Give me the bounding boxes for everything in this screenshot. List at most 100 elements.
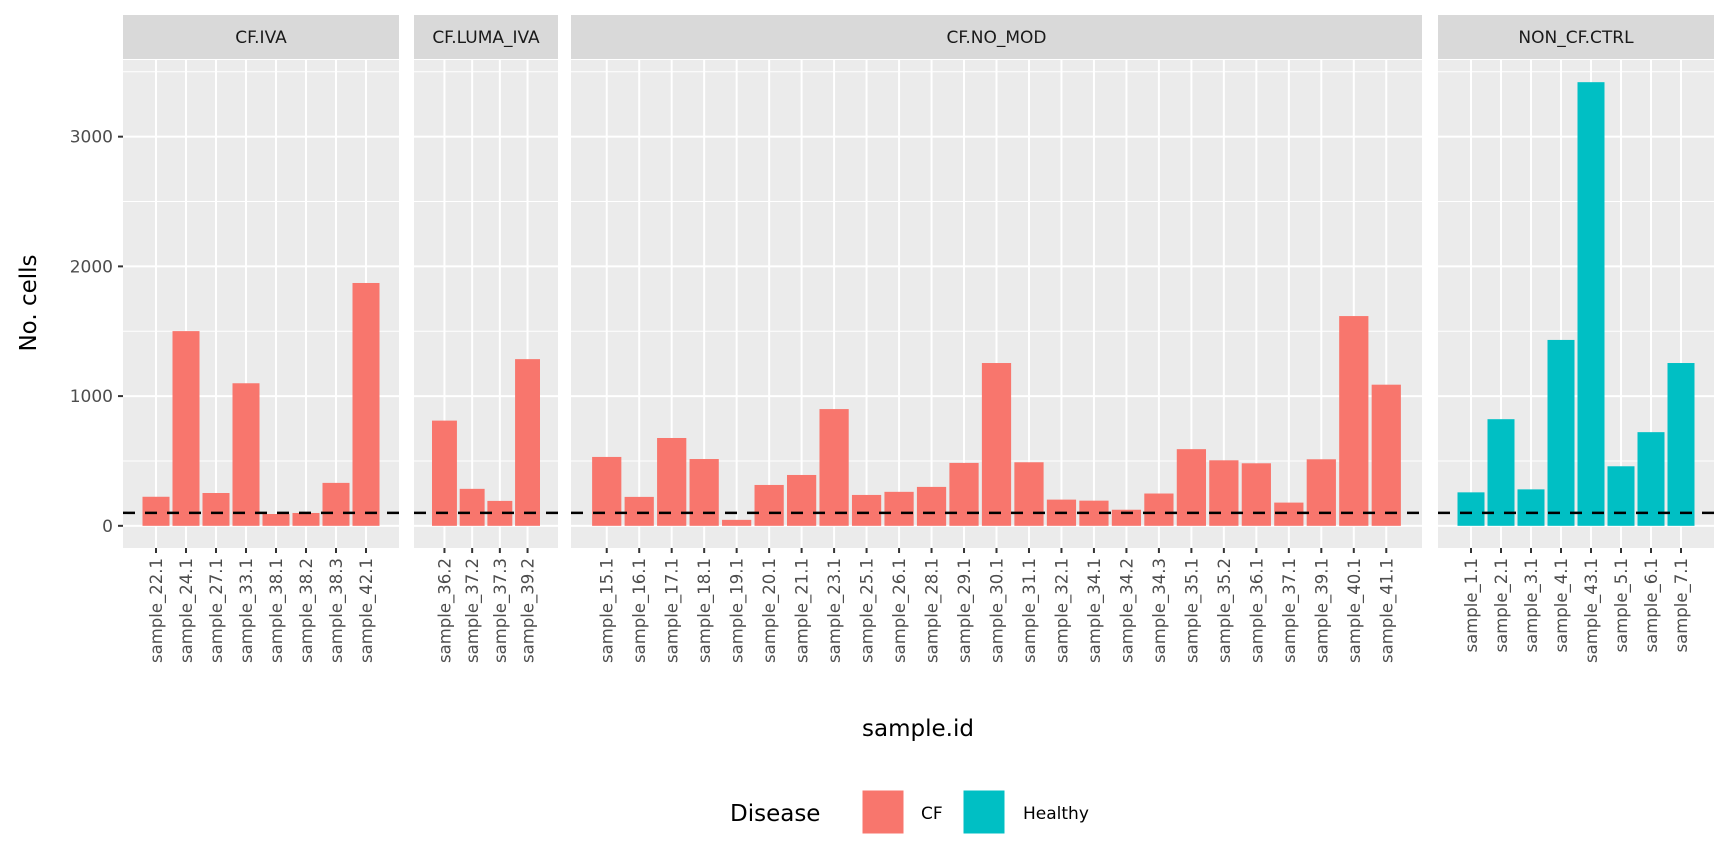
- bar-sample_39.2: [515, 359, 540, 526]
- bar-sample_34.3: [1144, 493, 1174, 526]
- bar-sample_42.1: [352, 282, 380, 526]
- x-tick-label: sample_19.1: [728, 558, 748, 663]
- x-tick-label: sample_34.1: [1085, 558, 1105, 663]
- x-tick-label: sample_31.1: [1020, 558, 1040, 663]
- x-tick-label: sample_17.1: [663, 558, 683, 663]
- panel-cf-no-mod: CF.NO_MOD sample_15.1 sample_16.1 sample_17…: [571, 15, 1422, 663]
- x-tick-label: sample_37.2: [463, 558, 483, 663]
- y-tick-label: 1000: [70, 387, 113, 407]
- x-tick-label: sample_25.1: [858, 558, 878, 663]
- bar-sample_31.1: [1014, 462, 1044, 526]
- bar-sample_38.2: [292, 512, 320, 526]
- x-tick-label: sample_39.1: [1312, 558, 1332, 663]
- x-tick-label: sample_6.1: [1642, 558, 1662, 652]
- x-tick-label: sample_36.2: [435, 558, 455, 663]
- y-axis-title: No. cells: [16, 254, 42, 351]
- bar-sample_6.1: [1637, 432, 1665, 526]
- facet-strip-label: CF.IVA: [235, 28, 287, 48]
- x-tick-label: sample_41.1: [1377, 558, 1397, 663]
- x-tick-label: sample_32.1: [1052, 558, 1072, 663]
- legend-label-cf: CF: [921, 804, 943, 824]
- x-tick-label: sample_35.1: [1182, 558, 1202, 663]
- bar-sample_21.1: [786, 474, 817, 526]
- panel-cf-luma-iva: CF.LUMA_IVA sample_36.2 sample_37.2 sample_…: [414, 15, 558, 663]
- x-tick-label: sample_36.1: [1247, 558, 1267, 663]
- x-tick-label: sample_21.1: [793, 558, 813, 663]
- bar-sample_20.1: [754, 484, 784, 526]
- panel-cf-iva: CF.IVA sample_22.1 sample_24.1 sample_27.1 s…: [123, 15, 399, 663]
- x-tick-label: sample_38.2: [297, 558, 317, 663]
- bar-sample_18.1: [689, 459, 719, 526]
- bar-sample_26.1: [884, 491, 914, 526]
- legend-title: Disease: [730, 801, 820, 827]
- facet-strip: [414, 15, 558, 59]
- panels: CF.IVA sample_22.1 sample_24.1 sample_27.1 s…: [123, 15, 1714, 663]
- x-tick-label: sample_15.1: [598, 558, 618, 663]
- bar-sample_37.1: [1274, 502, 1304, 526]
- x-tick-label: sample_7.1: [1672, 558, 1692, 652]
- x-tick-label: sample_43.1: [1582, 558, 1602, 663]
- x-tick-label: sample_3.1: [1522, 558, 1542, 652]
- x-tick-label: sample_34.3: [1150, 558, 1170, 663]
- bar-sample_38.1: [262, 514, 290, 526]
- y-tick-label: 3000: [70, 128, 113, 148]
- legend-key-healthy: [962, 789, 1006, 835]
- bar-sample_36.2: [432, 420, 457, 526]
- bar-sample_7.1: [1667, 363, 1695, 526]
- bar-sample_43.1: [1577, 82, 1605, 526]
- bar-sample_22.1: [142, 496, 170, 526]
- y-tick-label: 0: [102, 517, 113, 537]
- x-tick-label: sample_24.1: [177, 558, 197, 663]
- bar-sample_30.1: [981, 363, 1012, 526]
- bar-sample_25.1: [851, 494, 882, 526]
- x-tick-label: sample_23.1: [825, 558, 845, 663]
- bar-sample_35.1: [1176, 449, 1207, 526]
- bar-sample_23.1: [819, 409, 849, 526]
- x-tick-label: sample_20.1: [760, 558, 780, 663]
- bar-sample_29.1: [949, 462, 979, 526]
- bar-sample_39.1: [1306, 459, 1336, 526]
- x-tick-label: sample_2.1: [1492, 558, 1512, 652]
- bar-sample_33.1: [232, 383, 260, 526]
- bar-sample_28.1: [916, 486, 947, 526]
- x-tick-label: sample_37.1: [1280, 558, 1300, 663]
- bar-sample_17.1: [657, 437, 687, 526]
- bar-sample_27.1: [202, 492, 230, 526]
- bar-sample_34.2: [1111, 509, 1142, 526]
- x-tick-label: sample_34.2: [1117, 558, 1137, 663]
- x-tick-label: sample_30.1: [988, 558, 1008, 663]
- x-tick-label: sample_4.1: [1552, 558, 1572, 652]
- bar-sample_15.1: [592, 456, 622, 526]
- bar-sample_4.1: [1547, 339, 1575, 526]
- facet-strip: [123, 15, 399, 59]
- facet-strip-label: CF.NO_MOD: [946, 28, 1046, 48]
- x-tick-label: sample_38.3: [327, 558, 347, 663]
- bar-sample_36.1: [1241, 463, 1271, 526]
- x-tick-label: sample_42.1: [357, 558, 377, 663]
- bar-sample_5.1: [1607, 466, 1635, 526]
- legend: Disease CF Healthy: [730, 789, 1089, 835]
- legend-label-healthy: Healthy: [1023, 804, 1089, 824]
- x-axis-title: sample.id: [862, 716, 974, 742]
- facet-strip: [571, 15, 1422, 59]
- bar-sample_37.2: [459, 488, 485, 526]
- bar-sample_16.1: [624, 496, 654, 526]
- legend-key-cf: [861, 789, 905, 835]
- y-axis: 0 1000 2000 3000: [70, 128, 123, 537]
- x-tick-label: sample_29.1: [955, 558, 975, 663]
- x-tick-label: sample_22.1: [147, 558, 167, 663]
- facet-strip-label: NON_CF.CTRL: [1518, 28, 1634, 48]
- x-tick-label: sample_40.1: [1345, 558, 1365, 663]
- x-tick-label: sample_38.1: [267, 558, 287, 663]
- bar-sample_38.3: [322, 482, 350, 526]
- x-tick-label: sample_18.1: [695, 558, 715, 663]
- panel-non-cf-ctrl: NON_CF.CTRL sample_1.1 sample_2.1 sample_3.…: [1438, 15, 1714, 663]
- x-tick-label: sample_33.1: [237, 558, 257, 663]
- x-tick-label: sample_16.1: [630, 558, 650, 663]
- y-tick-label: 2000: [70, 257, 113, 277]
- x-tick-label: sample_35.2: [1215, 558, 1235, 663]
- x-tick-label: sample_37.3: [491, 558, 511, 663]
- x-tick-label: sample_26.1: [890, 558, 910, 663]
- bar-sample_41.1: [1371, 384, 1401, 526]
